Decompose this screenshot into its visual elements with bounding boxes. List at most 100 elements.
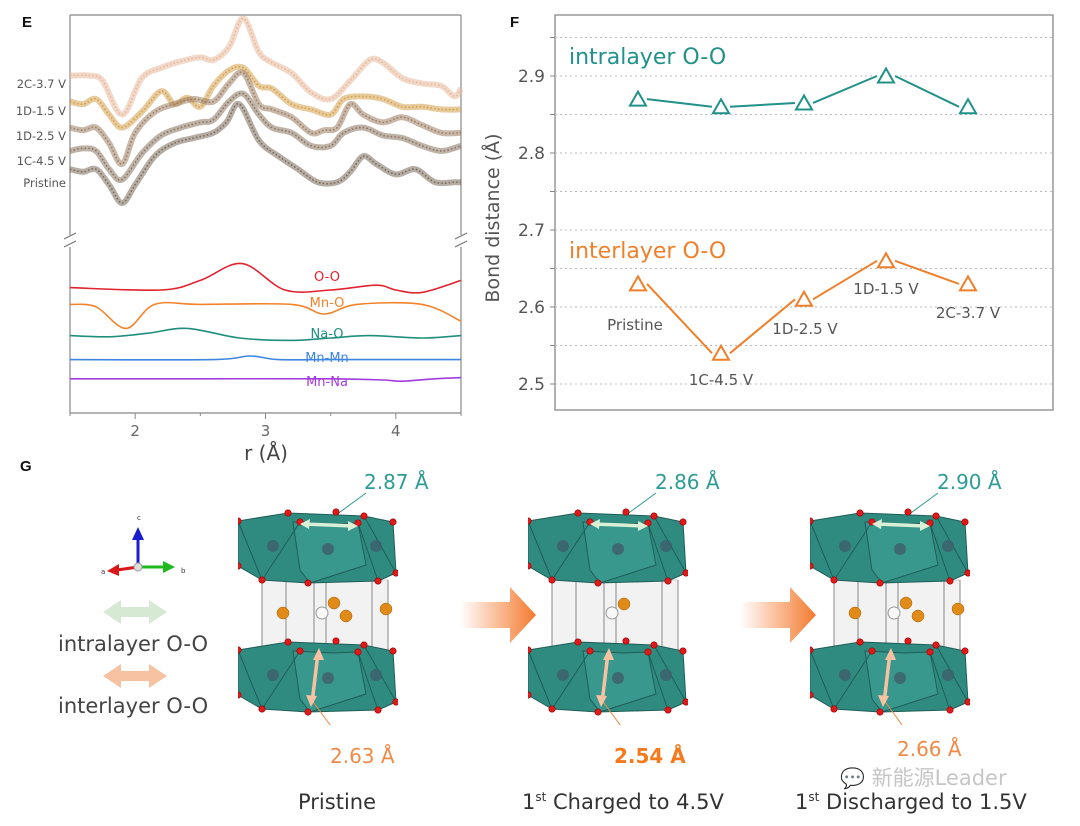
oxygen-atom — [926, 519, 934, 527]
octahedron-edge — [810, 649, 835, 710]
axis-origin-icon — [133, 562, 143, 572]
chart-e-frame — [63, 14, 468, 419]
octahedron-edge — [929, 522, 951, 582]
oxygen-atom — [238, 646, 242, 654]
sodium-atom — [276, 606, 290, 620]
oxygen-atom — [932, 641, 940, 649]
oxygen-atom — [856, 509, 864, 517]
intralayer-legend-label: intralayer O-O — [58, 632, 209, 656]
watermark: 💬 新能源Leader — [840, 762, 1007, 792]
axis-a-label: a — [101, 568, 105, 576]
e-partial-na-o — [69, 327, 462, 342]
oxygen-atom — [876, 579, 884, 587]
oxygen-atom — [810, 562, 814, 570]
oxygen-atom — [644, 519, 652, 527]
intralayer-arrowhead — [348, 521, 358, 531]
e-series-1d-2-5-v — [69, 69, 462, 167]
top-mno6-layer — [810, 508, 970, 587]
structure-1-interlayer-distance: 2.63 Å — [330, 744, 395, 768]
f-point-label: 1D-1.5 V — [853, 280, 919, 298]
oxygen-atom — [284, 509, 292, 517]
oxygen-atom — [964, 698, 970, 706]
oxygen-atom — [296, 647, 304, 655]
e-series-pristine — [69, 100, 461, 207]
mn-atom — [267, 669, 279, 681]
structure-2-caption-text: Charged to 4.5V — [546, 790, 724, 814]
oxygen-atom — [961, 518, 969, 526]
mn-atom — [322, 672, 334, 684]
octahedron-edge — [357, 651, 379, 711]
bottom-mno6-layer — [238, 637, 398, 716]
octahedron-edge — [238, 520, 263, 581]
oxygen-atom — [946, 577, 954, 585]
oxygen-atom — [682, 569, 688, 577]
octahedron-edge — [833, 650, 873, 710]
oxygen-atom — [304, 579, 312, 587]
f-triangle-marker — [794, 289, 814, 307]
intralayer-leader-line — [335, 492, 367, 516]
f-y-tick-label: 2.9 — [518, 67, 545, 87]
chart-e-pdf-plot: 2 3 4 r (Å) 2C-3.7 V 1D-1.5 V 1D-2.5 V 1C-4.5 V… — [16, 14, 468, 465]
oxygen-atom — [389, 518, 397, 526]
oxygen-atom — [586, 647, 594, 655]
intralayer-arrowhead — [590, 519, 600, 529]
interlayer-arrow — [882, 652, 892, 704]
oxygen-atom — [528, 517, 532, 525]
e-partial-label: Mn-Na — [306, 375, 348, 390]
oxygen-atom — [664, 706, 672, 714]
intralayer-arrow — [875, 522, 927, 528]
sodium-atom — [911, 609, 925, 623]
octahedron-edge — [647, 651, 669, 711]
axis-c-arrow — [132, 527, 144, 566]
e-x-axis-title: r (Å) — [244, 441, 288, 465]
crystal-structure-2 — [528, 492, 688, 725]
e-series-markers — [69, 92, 462, 181]
oxygen-atom — [830, 576, 838, 584]
e-axis-break-mark — [454, 240, 468, 248]
axis-b-label: b — [181, 567, 186, 575]
bottom-mno6-layer — [810, 637, 970, 716]
chart-f-bond-distance-plot: 2.5 2.6 2.7 2.8 2.9 Bond distance (Å) intralay… — [481, 14, 1054, 411]
e-series-line — [69, 15, 464, 118]
mn-atom — [612, 672, 624, 684]
f-y-axis-title: Bond distance (Å) — [481, 133, 504, 302]
mn-atom — [322, 543, 334, 555]
e-axis-break-mark — [454, 232, 468, 240]
e-axis-break-mark — [63, 240, 77, 248]
intralayer-arrow — [593, 522, 645, 528]
structure-3-caption: 1st Discharged to 1.5V — [795, 790, 1027, 814]
f-triangle-marker — [958, 274, 978, 292]
oxygen-atom — [650, 512, 658, 520]
f-y-tick-label: 2.5 — [518, 375, 545, 395]
f-series-label: interlayer O-O — [569, 239, 726, 264]
e-x-tick-label: 4 — [391, 422, 401, 440]
mn-atom — [370, 540, 382, 552]
e-axis-break-mark — [63, 232, 77, 240]
oxygen-atom — [679, 518, 687, 526]
f-triangle-marker — [628, 89, 648, 107]
interlayer-arrow — [310, 652, 320, 704]
mn-atom — [660, 540, 672, 552]
oxygen-atom — [961, 647, 969, 655]
panel-g-letter: G — [20, 458, 32, 475]
mn-atom — [894, 672, 906, 684]
e-series-markers — [69, 71, 462, 165]
oxygen-atom — [622, 637, 630, 645]
interlayer-arrowhead — [878, 695, 889, 707]
axis-c-label: c — [137, 514, 141, 522]
intralayer-legend-arrow-icon — [103, 600, 167, 624]
oxygen-atom — [548, 705, 556, 713]
e-partial-mn-o — [69, 301, 462, 330]
structure-1-caption-text: Pristine — [298, 790, 377, 814]
mn-atom — [942, 669, 954, 681]
octahedron-edge — [528, 520, 553, 581]
f-point-label: Pristine — [607, 316, 663, 334]
e-partial-label: Mn-Mn — [305, 351, 349, 366]
axis-a-arrow — [107, 564, 139, 576]
octahedron-edge — [357, 522, 379, 582]
f-triangle-marker — [876, 66, 896, 84]
panel-f-letter: F — [510, 14, 520, 31]
oxygen-atom — [594, 708, 602, 716]
intralayer-arrowhead — [872, 519, 882, 529]
e-series-label: Pristine — [23, 176, 66, 190]
